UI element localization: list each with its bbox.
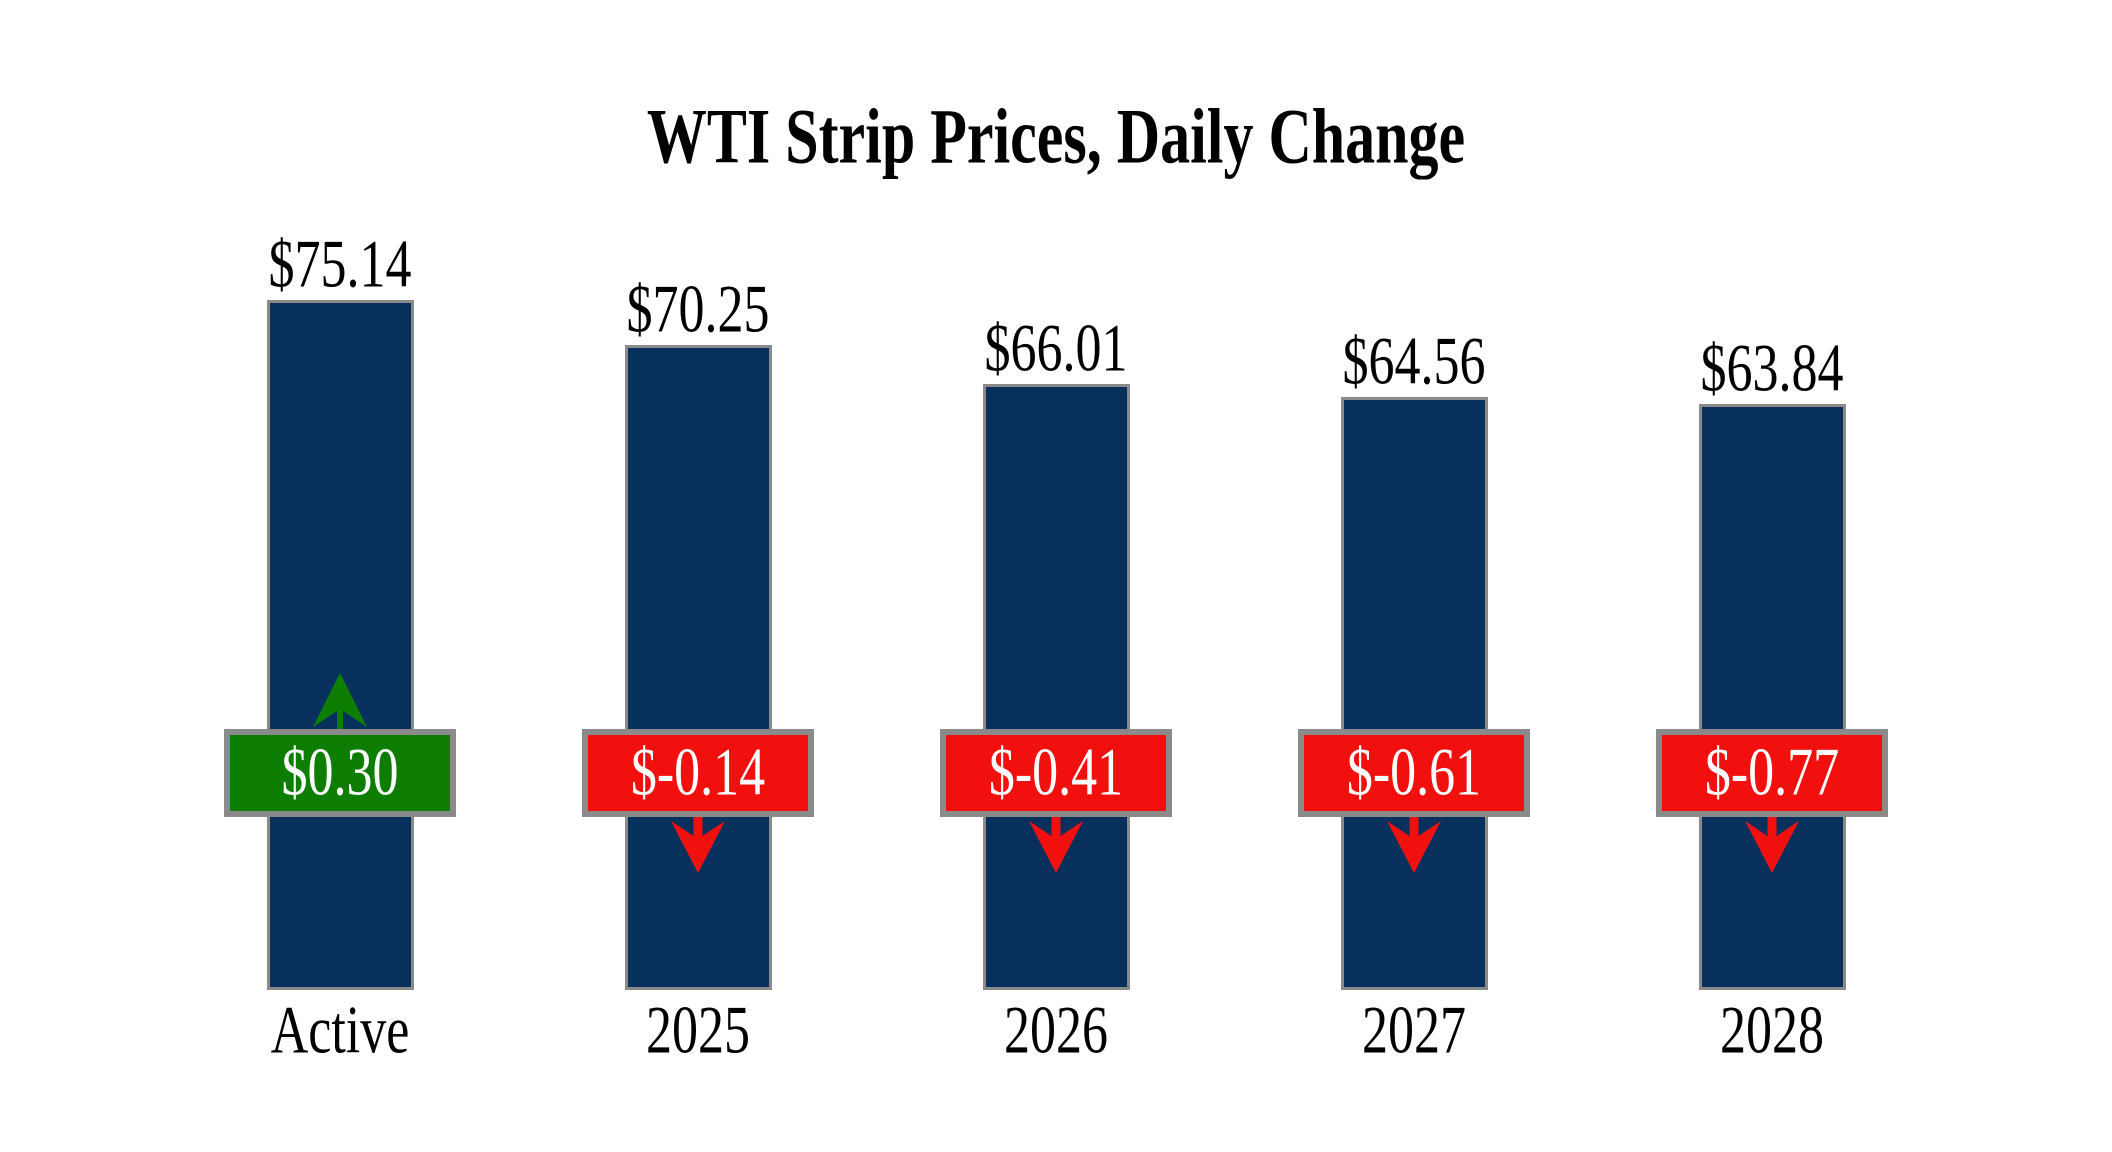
bar-value-label: $63.84 xyxy=(1593,332,1951,406)
bar-group: $64.56 $-0.61 2027 xyxy=(1235,0,1593,1152)
daily-change-text: $-0.61 xyxy=(1346,735,1482,810)
category-label: Active xyxy=(161,994,519,1068)
bar-value-label: $66.01 xyxy=(877,312,1235,386)
bar-value-label: $75.14 xyxy=(161,228,519,302)
category-label: 2027 xyxy=(1235,994,1593,1068)
daily-change-text: $-0.77 xyxy=(1704,735,1840,810)
chart-title: WTI Strip Prices, Daily Change xyxy=(0,94,2112,180)
bar-group: $75.14 $0.30 Active xyxy=(161,0,519,1152)
daily-change-badge: $-0.61 xyxy=(1298,729,1530,817)
bar-value-label: $70.25 xyxy=(519,273,877,347)
category-text: Active xyxy=(270,993,410,1069)
bar-value-text: $70.25 xyxy=(626,272,770,348)
category-text: 2025 xyxy=(646,993,750,1069)
daily-change-badge: $-0.77 xyxy=(1656,729,1888,817)
bar-value-text: $64.56 xyxy=(1342,324,1486,400)
chart-title-text: WTI Strip Prices, Daily Change xyxy=(646,93,1466,180)
category-label: 2028 xyxy=(1593,994,1951,1068)
bar-group: $66.01 $-0.41 2026 xyxy=(877,0,1235,1152)
category-label: 2025 xyxy=(519,994,877,1068)
daily-change-text: $-0.14 xyxy=(630,735,766,810)
daily-change-text: $0.30 xyxy=(281,735,399,810)
bar-value-text: $63.84 xyxy=(1700,331,1844,407)
category-text: 2028 xyxy=(1720,993,1824,1069)
strip-price-bar xyxy=(267,300,414,990)
daily-change-badge: $0.30 xyxy=(224,729,456,817)
strip-price-bar xyxy=(1699,404,1846,990)
bar-value-text: $66.01 xyxy=(984,311,1128,387)
strip-price-bar xyxy=(1341,397,1488,990)
bar-group: $70.25 $-0.14 2025 xyxy=(519,0,877,1152)
strip-price-bar xyxy=(983,384,1130,990)
daily-change-text: $-0.41 xyxy=(988,735,1124,810)
daily-change-badge: $-0.14 xyxy=(582,729,814,817)
bar-value-label: $64.56 xyxy=(1235,325,1593,399)
bar-group: $63.84 $-0.77 2028 xyxy=(1593,0,1951,1152)
category-text: 2027 xyxy=(1362,993,1466,1069)
down-arrow-icon xyxy=(1029,813,1083,873)
daily-change-badge: $-0.41 xyxy=(940,729,1172,817)
down-arrow-icon xyxy=(1387,813,1441,873)
up-arrow-icon xyxy=(313,673,367,733)
strip-price-bar xyxy=(625,345,772,990)
down-arrow-icon xyxy=(1745,813,1799,873)
category-text: 2026 xyxy=(1004,993,1108,1069)
bar-value-text: $75.14 xyxy=(268,227,412,303)
down-arrow-icon xyxy=(671,813,725,873)
category-label: 2026 xyxy=(877,994,1235,1068)
